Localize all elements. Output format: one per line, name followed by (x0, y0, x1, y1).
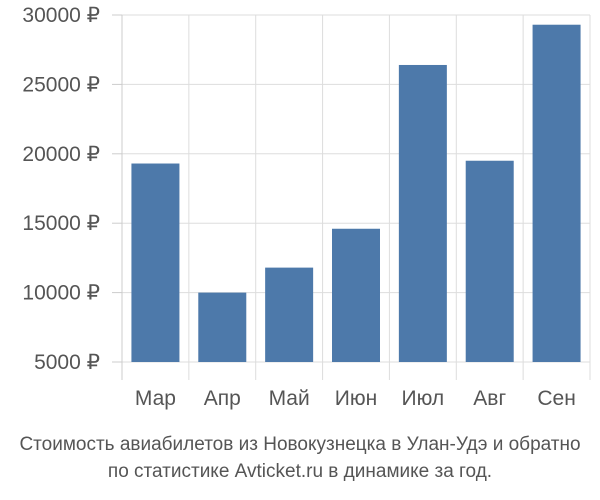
grid-layer (112, 14, 591, 380)
bar-7 (532, 24, 581, 362)
y-tick-label: 15000 ₽ (22, 212, 100, 235)
y-axis-labels: 5000 ₽ 10000 ₽ 15000 ₽ 20000 ₽ 25000 ₽ 30000 … (22, 4, 100, 374)
x-tick-label: Сен (537, 387, 575, 410)
chart-caption-line-2: по статистике Avticket.ru в динамике за … (107, 461, 493, 482)
bar-6 (465, 160, 514, 362)
x-tick-label: Июл (402, 387, 445, 410)
x-tick-label: Авг (473, 387, 506, 410)
bars (131, 24, 581, 362)
bar-4 (332, 228, 380, 362)
y-tick-label: 20000 ₽ (22, 143, 100, 166)
x-tick-label: Мар (135, 387, 176, 410)
bar-3 (265, 267, 314, 362)
chart-caption-line-1: Стоимость авиабилетов из Новокузнецка в … (19, 434, 581, 455)
y-tick-label: 25000 ₽ (22, 73, 100, 96)
bar-1 (131, 163, 180, 362)
x-tick-label: Июн (335, 387, 377, 410)
y-tick-label: 30000 ₽ (22, 4, 100, 27)
y-tick-label: 10000 ₽ (22, 282, 100, 305)
x-tick-label: Апр (204, 387, 241, 410)
x-tick-label: Май (269, 387, 310, 410)
bar-5 (398, 64, 447, 362)
y-tick-label: 5000 ₽ (34, 351, 100, 374)
bar-chart: 5000 ₽ 10000 ₽ 15000 ₽ 20000 ₽ 25000 ₽ 30000 … (22, 4, 591, 410)
x-axis-labels: Мар Апр Май Июн Июл Авг Сен (135, 387, 576, 410)
bar-2 (198, 292, 247, 362)
